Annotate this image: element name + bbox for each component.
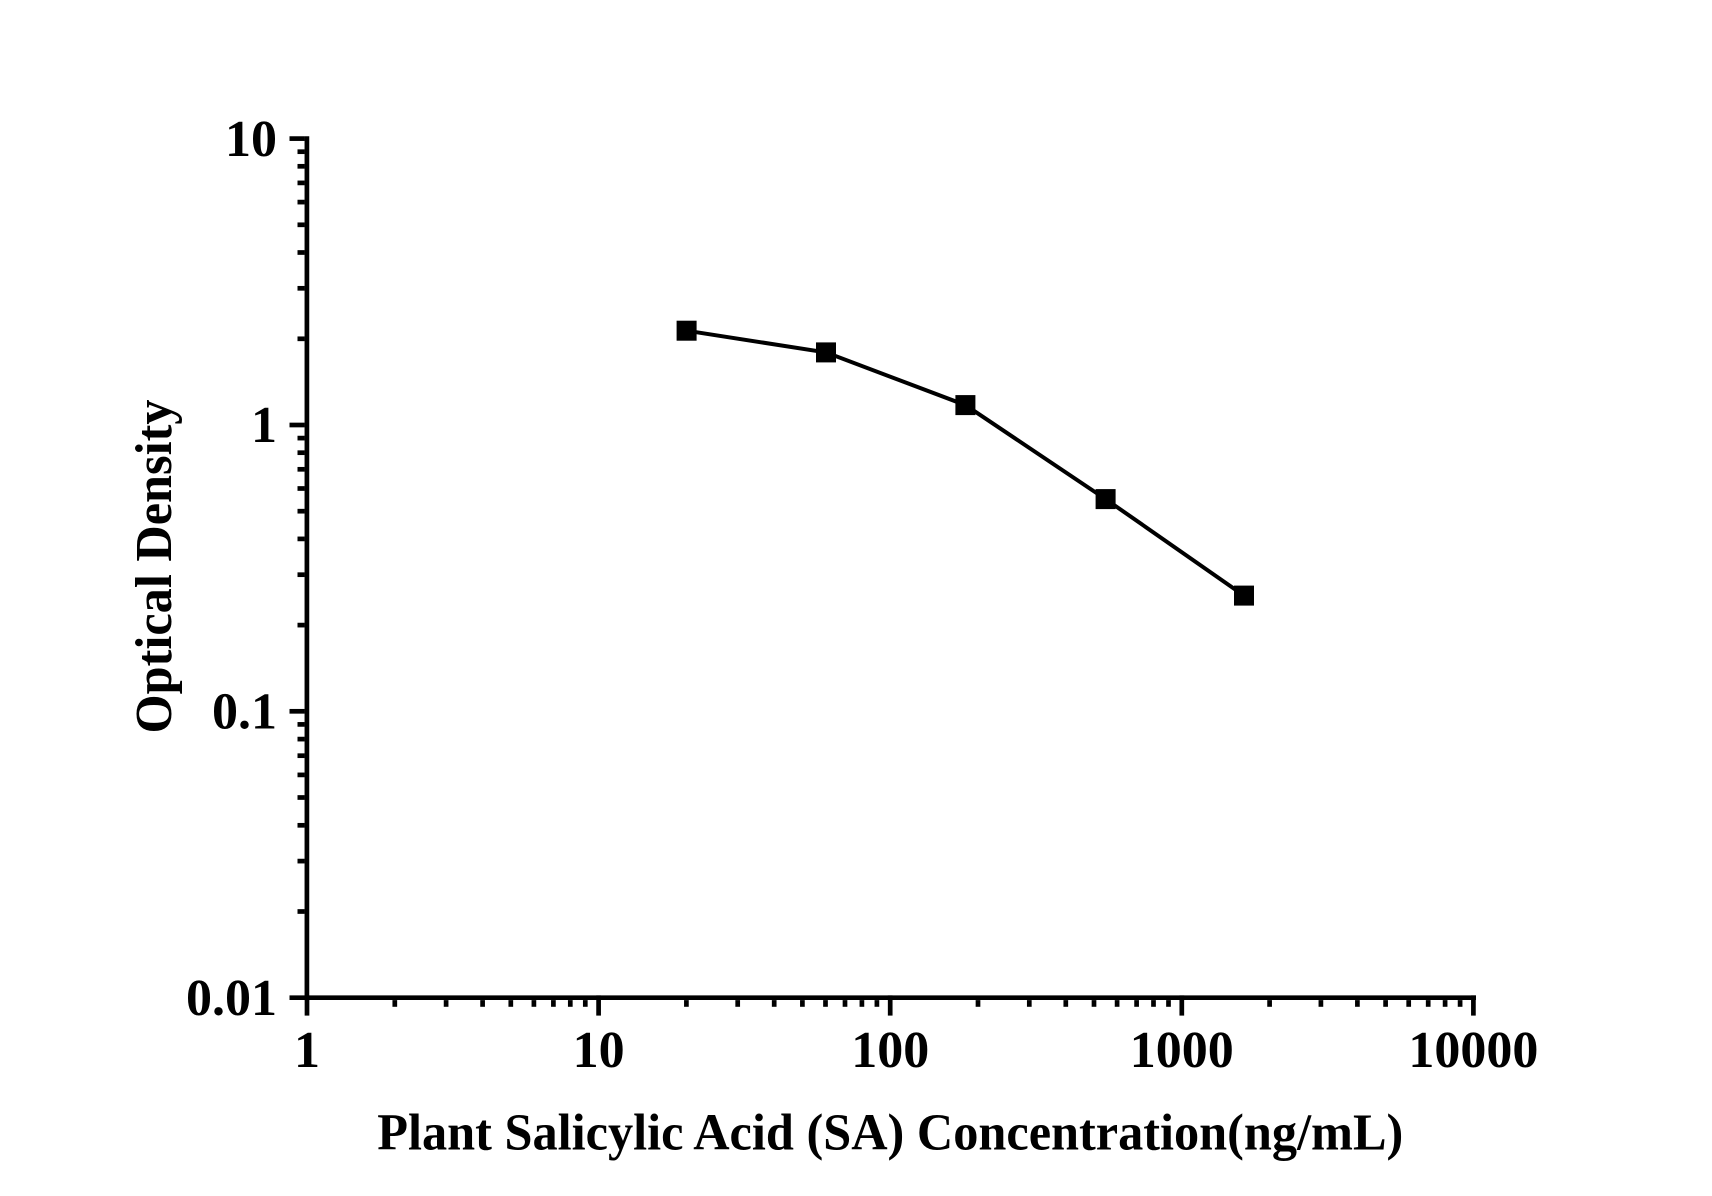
svg-text:10: 10 xyxy=(573,1022,625,1079)
svg-text:Optical Density: Optical Density xyxy=(126,400,183,734)
svg-text:0.01: 0.01 xyxy=(186,970,277,1027)
svg-text:1: 1 xyxy=(251,397,277,454)
svg-text:100: 100 xyxy=(851,1022,929,1079)
svg-text:10: 10 xyxy=(225,111,277,168)
svg-text:Plant Salicylic Acid (SA) Conc: Plant Salicylic Acid (SA) Concentration(… xyxy=(377,1105,1403,1162)
svg-text:1: 1 xyxy=(294,1022,320,1079)
svg-text:1000: 1000 xyxy=(1130,1022,1234,1079)
svg-text:0.1: 0.1 xyxy=(212,684,277,741)
svg-text:10000: 10000 xyxy=(1408,1022,1538,1079)
